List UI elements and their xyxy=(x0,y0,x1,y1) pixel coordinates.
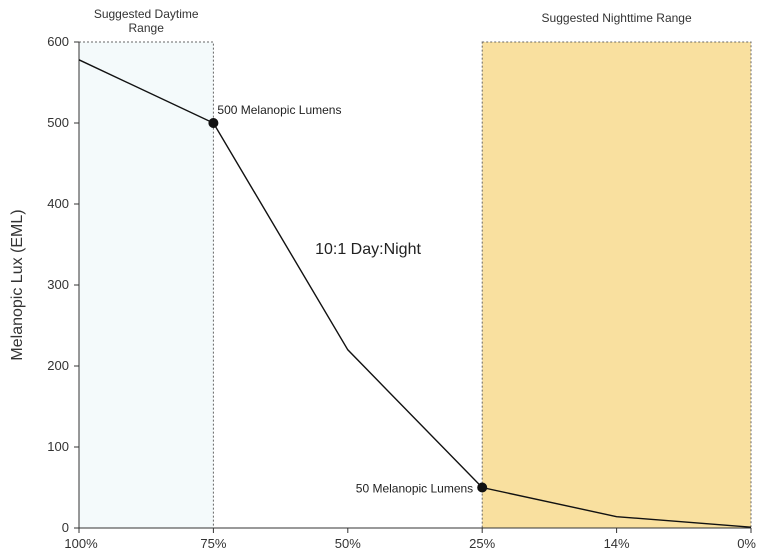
x-tick-label: 0% xyxy=(737,536,756,551)
x-tick-label: 100% xyxy=(64,536,98,551)
x-tick-label: 75% xyxy=(200,536,226,551)
y-axis-ticks: 0 100 200 300 400 500 600 xyxy=(47,34,79,535)
daytime-range-label: Range xyxy=(129,21,165,35)
y-tick-label: 600 xyxy=(47,34,69,49)
series xyxy=(78,59,752,528)
x-tick-label: 50% xyxy=(335,536,361,551)
x-tick-label: 25% xyxy=(469,536,495,551)
x-tick-label: 14% xyxy=(604,536,630,551)
y-tick-label: 200 xyxy=(47,358,69,373)
y-tick-label: 300 xyxy=(47,277,69,292)
data-point-label: 50 Melanopic Lumens xyxy=(356,482,473,496)
nighttime-range-label: Suggested Nighttime Range xyxy=(542,11,692,25)
y-tick-label: 0 xyxy=(62,520,69,535)
y-tick-label: 500 xyxy=(47,115,69,130)
series-line xyxy=(78,59,752,528)
nighttime-range-band xyxy=(481,41,752,529)
daytime-range-label: Suggested Daytime xyxy=(94,7,199,21)
daytime-range-band xyxy=(78,41,214,529)
y-axis-title: Melanopic Lux (EML) xyxy=(9,209,26,360)
y-tick-label: 400 xyxy=(47,196,69,211)
y-tick-label: 100 xyxy=(47,439,69,454)
x-axis-ticks: 100% 75% 50% 25% 14% 0% xyxy=(64,528,756,551)
data-point-marker xyxy=(477,482,488,493)
data-point-marker xyxy=(208,118,219,128)
day-night-ratio-annotation: 10:1 Day:Night xyxy=(315,241,421,258)
markers: 500 Melanopic Lumens 50 Melanopic Lumens xyxy=(208,103,488,496)
data-point-label: 500 Melanopic Lumens xyxy=(217,103,341,117)
